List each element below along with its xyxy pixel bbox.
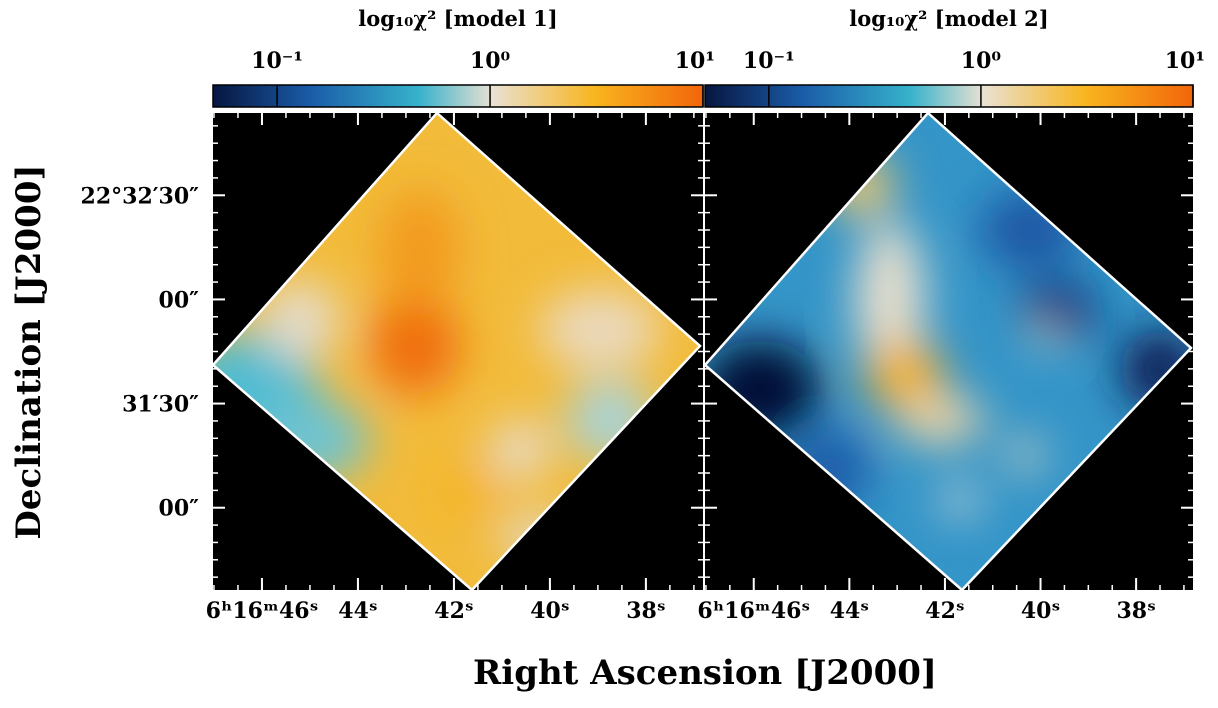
- x-tick-label: 44ˢ: [338, 598, 377, 624]
- x-tick-label: 38ˢ: [1116, 598, 1155, 624]
- x-tick-label: 40ˢ: [530, 598, 569, 624]
- y-tick-label: 00″: [159, 496, 200, 522]
- footprint: [703, 111, 1193, 592]
- y-axis-label: Declination [J2000]: [9, 164, 49, 539]
- colorbar-tick-label: 10⁰: [470, 48, 511, 74]
- y-tick-label: 22°32′30″: [81, 183, 200, 209]
- x-tick-label: 42ˢ: [925, 598, 964, 624]
- x-tick-label: 6ʰ16ᵐ46ˢ: [697, 598, 810, 624]
- x-tick-label: 44ˢ: [830, 598, 869, 624]
- x-tick-label: 40ˢ: [1021, 598, 1060, 624]
- x-tick-label: 6ʰ16ᵐ46ˢ: [206, 598, 319, 624]
- y-tick-label: 00″: [159, 287, 200, 313]
- colorbar-tick-label: 10⁻¹: [743, 48, 795, 74]
- colorbar-tick-label: 10⁰: [961, 48, 1002, 74]
- colorbar-tick-label: 10¹: [1165, 48, 1205, 74]
- y-tick-label: 31′30″: [122, 392, 199, 418]
- colorbar-tick-label: 10⁻¹: [251, 48, 303, 74]
- colorbar-label: log₁₀χ² [model 1]: [358, 6, 557, 31]
- footprint: [211, 111, 702, 592]
- colorbar-tick-label: 10¹: [675, 48, 715, 74]
- colorbar-label: log₁₀χ² [model 2]: [849, 6, 1048, 31]
- colorbar: [704, 84, 1194, 108]
- x-tick-label: 42ˢ: [434, 598, 473, 624]
- colorbar: [212, 84, 704, 108]
- x-tick-label: 38ˢ: [626, 598, 665, 624]
- x-axis-label: Right Ascension [J2000]: [473, 653, 937, 693]
